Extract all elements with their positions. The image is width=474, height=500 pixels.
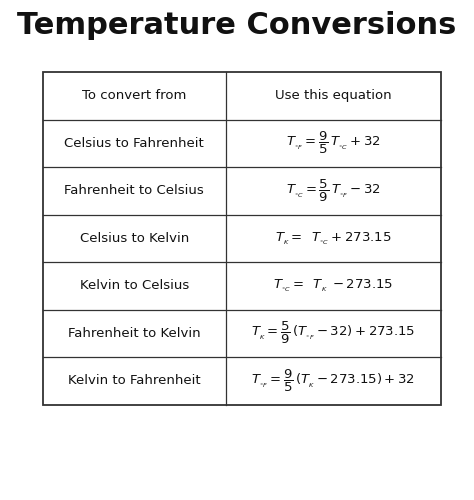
- Text: $T_{_{°C}} = \dfrac{5}{9}\,T_{_{°F}} - 32$: $T_{_{°C}} = \dfrac{5}{9}\,T_{_{°F}} - 3…: [286, 178, 381, 204]
- Text: Celsius to Kelvin: Celsius to Kelvin: [80, 232, 189, 245]
- Bar: [43, 72, 441, 404]
- Text: $T_{_K} = \;\; T_{_{°C}} + 273.15$: $T_{_K} = \;\; T_{_{°C}} + 273.15$: [275, 230, 392, 246]
- Text: Kelvin to Fahrenheit: Kelvin to Fahrenheit: [68, 374, 201, 388]
- Text: $T_{_K} = \dfrac{5}{9}\,( T_{_{°F}} - 32) +273.15$: $T_{_K} = \dfrac{5}{9}\,( T_{_{°F}} - 32…: [251, 320, 416, 346]
- Text: To convert from: To convert from: [82, 90, 186, 102]
- Text: $T_{_{°F}} = \dfrac{9}{5}\,T_{_{°C}} + 32$: $T_{_{°F}} = \dfrac{9}{5}\,T_{_{°C}} + 3…: [286, 130, 381, 156]
- Text: Fahrenheit to Kelvin: Fahrenheit to Kelvin: [68, 327, 201, 340]
- Text: Celsius to Fahrenheit: Celsius to Fahrenheit: [64, 137, 204, 150]
- Text: $T_{_{°F}} = \dfrac{9}{5}\,( T_{_K} - 273.15) + 32$: $T_{_{°F}} = \dfrac{9}{5}\,( T_{_K} - 27…: [251, 368, 415, 394]
- Text: ID 257324796  Jaksamya: ID 257324796 Jaksamya: [304, 478, 417, 487]
- Text: Fahrenheit to Celsius: Fahrenheit to Celsius: [64, 184, 204, 198]
- Text: Kelvin to Celsius: Kelvin to Celsius: [80, 280, 189, 292]
- Text: dreamstime.com: dreamstime.com: [57, 478, 140, 488]
- Text: $T_{_{°C}} = \;\; T_{_K} \;- 273.15$: $T_{_{°C}} = \;\; T_{_K} \;- 273.15$: [273, 278, 393, 294]
- Text: Use this equation: Use this equation: [275, 90, 392, 102]
- Text: Temperature Conversions: Temperature Conversions: [18, 11, 456, 40]
